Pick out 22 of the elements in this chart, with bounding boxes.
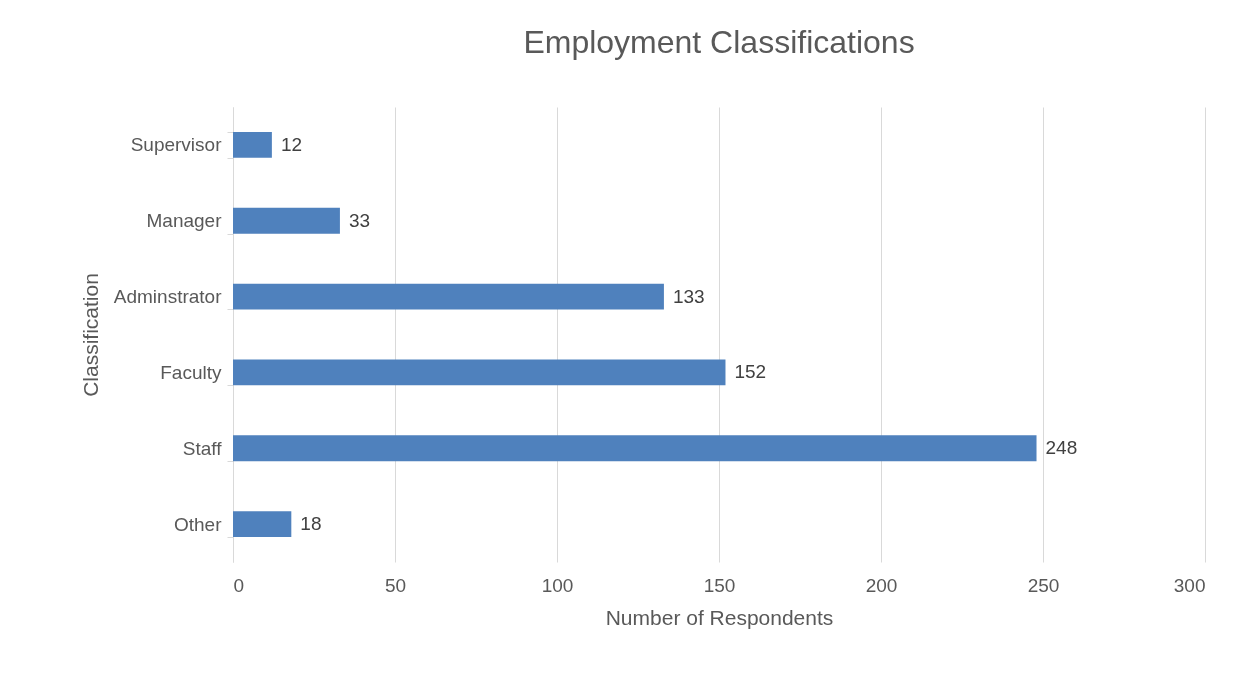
x-tick-label: 200 bbox=[865, 574, 898, 596]
y-tick-label: Staff bbox=[182, 437, 223, 459]
x-tick-label: 250 bbox=[1027, 574, 1060, 596]
x-tick-label: 100 bbox=[541, 574, 574, 596]
x-tick-label: 150 bbox=[703, 574, 736, 596]
y-axis-title: Classification bbox=[78, 273, 102, 397]
data-label: 248 bbox=[1045, 437, 1078, 459]
x-axis-title: Number of Respondents bbox=[605, 605, 834, 629]
y-tick-label: Faculty bbox=[160, 361, 222, 383]
x-tick-label: 0 bbox=[233, 574, 245, 596]
y-tick-label: Manager bbox=[146, 210, 223, 232]
y-tick-label: Supervisor bbox=[130, 134, 223, 156]
data-label: 152 bbox=[734, 361, 767, 383]
y-tick-label: Other bbox=[173, 513, 223, 535]
x-tick-label: 300 bbox=[1173, 574, 1206, 596]
data-label: 33 bbox=[348, 209, 371, 231]
x-tick-label: 50 bbox=[384, 574, 407, 596]
data-label: 18 bbox=[300, 513, 322, 535]
y-tick-label: Adminstrator bbox=[113, 286, 223, 308]
data-label: 133 bbox=[672, 285, 705, 307]
data-label: 12 bbox=[280, 133, 303, 155]
chart-title: Employment Classifications bbox=[523, 24, 915, 60]
